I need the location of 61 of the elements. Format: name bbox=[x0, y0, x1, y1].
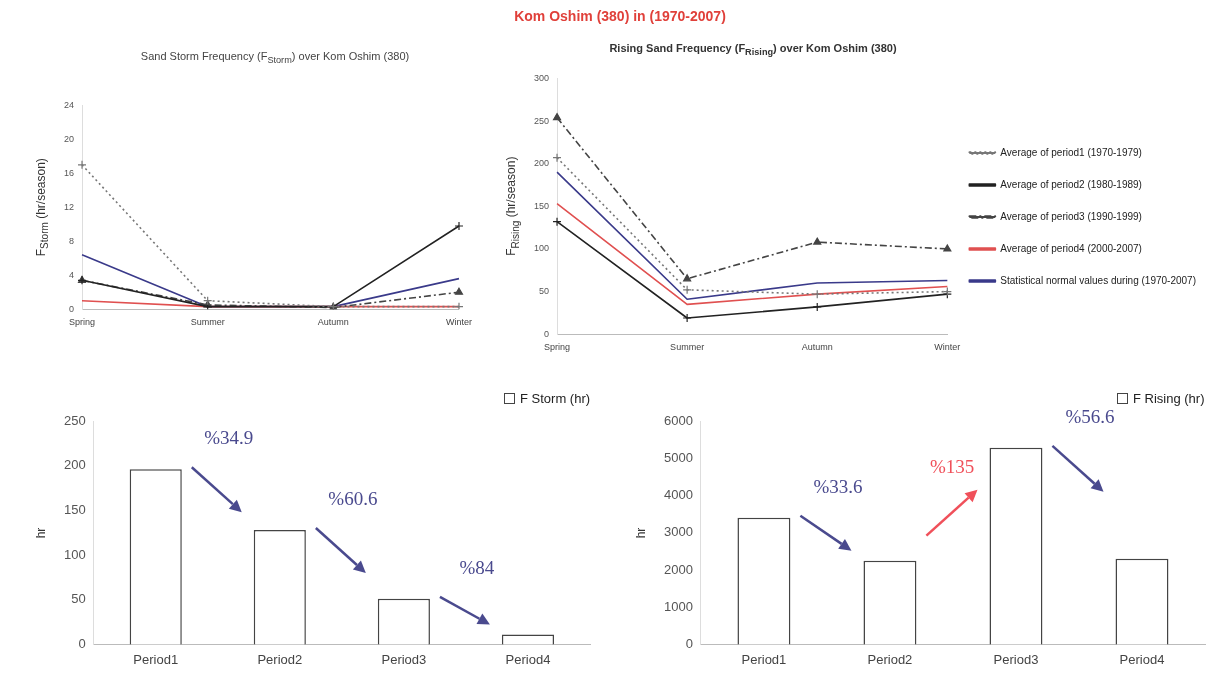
x-tick-label: Period3 bbox=[381, 651, 427, 667]
y-tick-label: 0 bbox=[69, 303, 75, 314]
x-tick-label: Period4 bbox=[1119, 651, 1165, 667]
y-tick-label: 5000 bbox=[664, 449, 693, 465]
legend-label: Average of period2 (1980-1989) bbox=[1000, 178, 1142, 190]
y-tick-label: 1000 bbox=[664, 598, 693, 614]
x-tick-label: Summer bbox=[670, 342, 705, 353]
x-tick-label: Spring bbox=[69, 317, 96, 328]
x-tick-label: Autumn bbox=[801, 342, 833, 353]
text: F Rising (hr) bbox=[1133, 391, 1205, 406]
text: F Storm (hr) bbox=[520, 391, 591, 406]
y-tick-label: 50 bbox=[71, 591, 86, 607]
x-tick-label: Period1 bbox=[133, 651, 179, 667]
y-tick-label: 0 bbox=[78, 635, 86, 651]
x-tick-label: Period2 bbox=[867, 651, 913, 667]
x-tick-label: Summer bbox=[190, 317, 225, 328]
x-tick-label: Winter bbox=[445, 317, 473, 328]
x-tick-label: Winter bbox=[934, 342, 961, 353]
y-tick-label: 12 bbox=[64, 201, 75, 212]
y-tick-label: 100 bbox=[533, 243, 550, 254]
y-tick-label: 20 bbox=[64, 133, 75, 144]
y-tick-label: 16 bbox=[64, 167, 75, 178]
y-tick-label: 150 bbox=[533, 200, 550, 211]
annotation: %56.6 bbox=[1065, 405, 1115, 428]
y-tick-label: 0 bbox=[685, 635, 693, 651]
legend-label: Average of period4 (2000-2007) bbox=[1000, 242, 1142, 254]
y-tick-label: 0 bbox=[544, 328, 550, 339]
legend-label: Average of period3 (1990-1999) bbox=[1000, 210, 1142, 222]
y-axis-title: hr bbox=[33, 527, 48, 539]
annotation: %60.6 bbox=[328, 488, 378, 511]
y-tick-label: 250 bbox=[533, 115, 550, 126]
chart-title: Sand Storm Frequency (F$_{Storm}$) over Kom Oshim (380) bbox=[139, 50, 411, 66]
y-tick-label: 2000 bbox=[664, 561, 693, 577]
y-tick-label: 8 bbox=[69, 235, 75, 246]
y-tick-label: 150 bbox=[63, 501, 86, 517]
y-tick-label: 300 bbox=[533, 72, 550, 83]
x-tick-label: Period1 bbox=[741, 651, 787, 667]
legend-label: Statistical normal values during (1970-2007) bbox=[1000, 274, 1197, 286]
y-tick-label: 50 bbox=[539, 286, 550, 297]
x-tick-label: Period2 bbox=[257, 651, 303, 667]
y-tick-label: 250 bbox=[63, 412, 86, 428]
chart-title: Kom Oshim (380) in (1970-2007) bbox=[513, 8, 727, 24]
y-tick-label: 200 bbox=[63, 457, 86, 473]
annotation: %135 bbox=[929, 455, 975, 478]
y-axis-title: hr bbox=[633, 527, 648, 539]
annotation: %34.9 bbox=[204, 427, 254, 450]
y-tick-label: 3000 bbox=[664, 524, 693, 540]
y-tick-label: 24 bbox=[64, 99, 75, 110]
annotation: %33.6 bbox=[813, 475, 863, 498]
y-tick-label: 100 bbox=[63, 546, 86, 562]
x-tick-label: Period3 bbox=[993, 651, 1039, 667]
y-tick-label: 200 bbox=[533, 158, 550, 169]
y-tick-label: 4000 bbox=[664, 487, 693, 503]
y-tick-label: 4 bbox=[69, 269, 75, 280]
x-tick-label: Autumn bbox=[317, 317, 349, 328]
chart-subtitle: Rising Sand Frequency (F$_{Rising}$) over Kom Oshim (380) bbox=[608, 42, 898, 58]
y-tick-label: 6000 bbox=[664, 412, 693, 428]
x-tick-label: Period4 bbox=[505, 651, 551, 667]
x-tick-label: Spring bbox=[544, 342, 571, 353]
annotation: %84 bbox=[459, 556, 495, 579]
legend-label: Average of period1 (1970-1979) bbox=[1000, 146, 1142, 158]
